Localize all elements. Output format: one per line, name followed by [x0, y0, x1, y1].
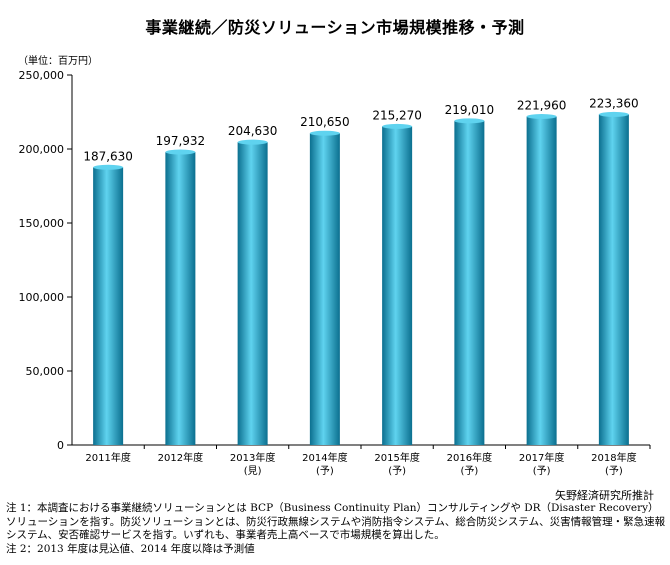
bar [165, 152, 196, 445]
bar-top [382, 123, 413, 129]
y-tick-label: 250,000 [19, 69, 65, 82]
x-tick-label: (見) [244, 465, 262, 477]
x-tick-label: (予) [533, 465, 551, 477]
data-label: 215,270 [372, 108, 422, 122]
x-tick-label: 2014年度 [302, 451, 347, 464]
bar-top [309, 130, 340, 136]
x-tick-label: 2012年度 [158, 451, 203, 464]
bar-chart: 0 50,000 100,000 150,000 200,000 250,000 187,6… [19, 69, 651, 477]
bar [598, 114, 629, 446]
x-tick-label: 2011年度 [85, 451, 130, 464]
y-tick-label: 0 [57, 439, 64, 452]
bar [382, 126, 413, 446]
bar-top [454, 118, 485, 124]
bar-top [526, 113, 557, 119]
data-label: 221,960 [517, 98, 567, 112]
notes: 注 1：本調査における事業継続ソリューションとは BCP（Business Co… [6, 502, 666, 556]
bar [237, 142, 268, 446]
data-label: 204,630 [228, 124, 278, 138]
data-label: 187,630 [83, 149, 133, 163]
x-tick-label: (予) [316, 465, 334, 477]
bar-top [598, 111, 629, 117]
unit-label: （単位：百万円） [18, 56, 98, 67]
y-tick-label: 200,000 [19, 143, 65, 156]
bar-top [93, 164, 124, 170]
data-label: 210,650 [300, 115, 350, 129]
bar [93, 167, 124, 445]
data-label: 219,010 [445, 103, 495, 117]
bar [454, 120, 485, 445]
x-tick-label: 2016年度 [447, 451, 492, 464]
y-tick-label: 50,000 [26, 365, 65, 378]
note-1: 注 1：本調査における事業継続ソリューションとは BCP（Business Co… [6, 502, 666, 541]
bar-top [165, 149, 196, 155]
note-2: 注 2：2013 年度は見込値、2014 年度以降は予測値 [6, 542, 255, 555]
x-tick-label: 2018年度 [591, 451, 636, 464]
y-tick-label: 100,000 [19, 291, 65, 304]
x-tick-label: 2015年度 [374, 451, 419, 464]
x-tick-label: 2017年度 [519, 451, 564, 464]
bar [309, 133, 340, 445]
data-label: 197,932 [156, 134, 206, 148]
data-label: 223,360 [589, 96, 639, 110]
x-tick-label: (予) [605, 465, 623, 477]
bar-top [237, 139, 268, 145]
bar [526, 116, 557, 445]
x-tick-label: (予) [460, 465, 478, 477]
source-credit: 矢野経済研究所推計 [555, 489, 654, 502]
x-tick-label: (予) [388, 465, 406, 477]
x-tick-label: 2013年度 [230, 451, 275, 464]
y-tick-label: 150,000 [19, 217, 65, 230]
chart-title: 事業継続／防災ソリューション市場規模推移・予測 [145, 18, 525, 37]
